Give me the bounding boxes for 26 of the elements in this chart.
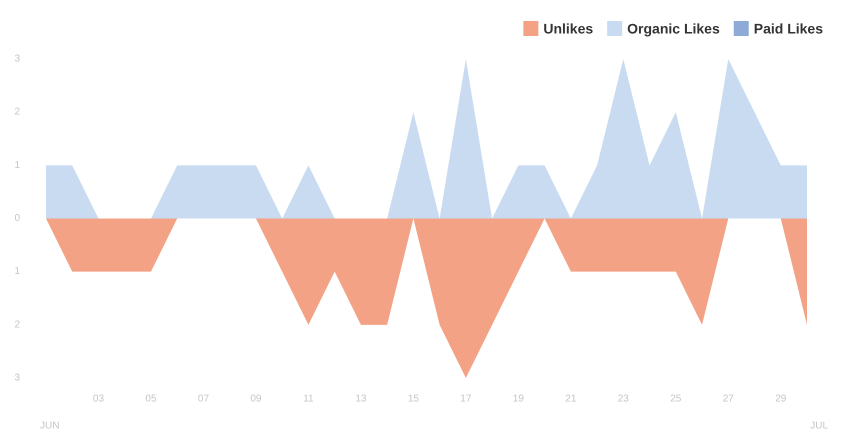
y-tick-label: 3	[14, 372, 20, 384]
y-tick-label: 2	[14, 319, 20, 330]
legend-label: Organic Likes	[627, 20, 720, 36]
x-tick-label: 09	[250, 394, 262, 404]
x-tick-label: 23	[618, 394, 630, 404]
y-tick-label: 1	[14, 160, 20, 171]
x-tick-label: 15	[408, 394, 420, 404]
x-tick-label: 07	[198, 394, 210, 404]
y-tick-label: 1	[14, 266, 20, 278]
legend-label: Paid Likes	[754, 20, 824, 36]
x-tick-label: 05	[145, 394, 157, 404]
x-tick-label: 19	[512, 394, 524, 404]
x-tick-label: 03	[92, 394, 104, 404]
x-tick-label: 17	[460, 394, 472, 404]
y-tick-label: 0	[14, 213, 20, 224]
x-tick-label: 13	[355, 394, 367, 404]
y-tick-label: 3	[14, 54, 20, 64]
text: JUN	[40, 420, 60, 432]
x-tick-label: 29	[775, 394, 787, 404]
y-tick-label: 2	[14, 106, 20, 118]
x-tick-label: 21	[565, 394, 577, 404]
x-tick-label: 25	[670, 394, 682, 404]
legend-label: Unlikes	[543, 20, 594, 36]
x-tick-label: 11	[303, 394, 314, 404]
x-tick-label: 27	[722, 394, 734, 404]
text: JUL	[810, 420, 828, 432]
